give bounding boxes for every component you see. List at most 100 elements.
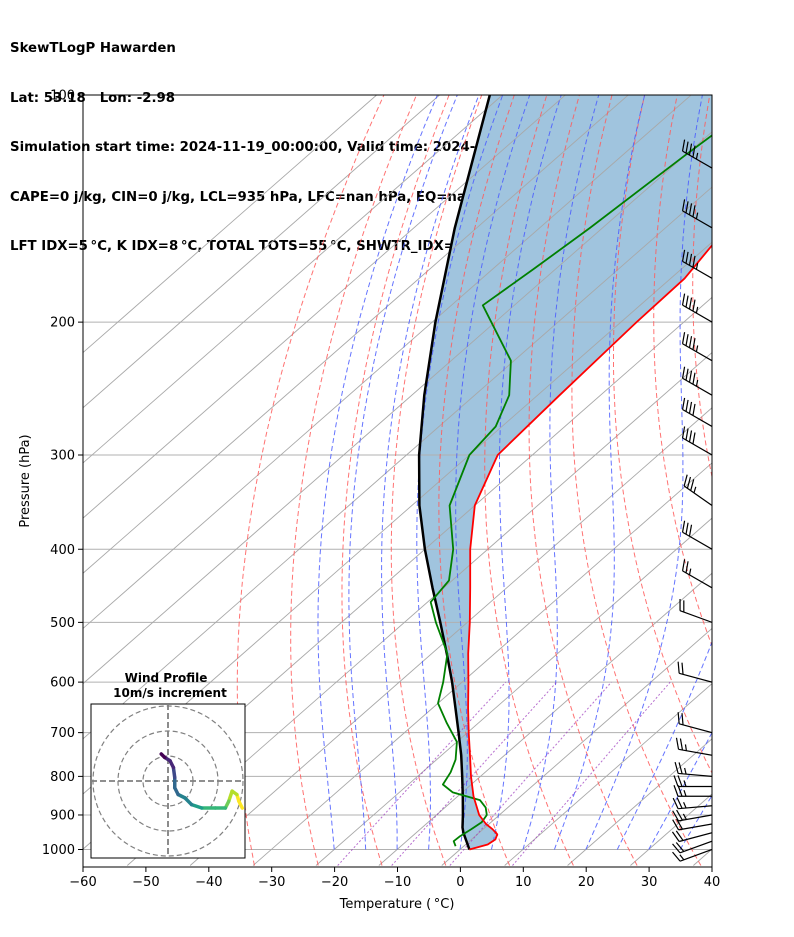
barb-flag (692, 145, 696, 158)
wind-barb (673, 775, 712, 788)
barb-flag (681, 559, 686, 571)
mixing-ratio-2 (391, 681, 558, 866)
moist-adiabat-0 (455, 95, 531, 850)
barb-half (695, 306, 699, 314)
isotherm--10 (378, 572, 712, 866)
isotherm--50 (126, 351, 712, 866)
mixing-ratio-1 (337, 681, 507, 866)
isotherm--80 (83, 186, 712, 740)
barb-flag (688, 253, 693, 266)
barb-flag (685, 201, 689, 213)
wind-barb (681, 397, 712, 427)
barb-flag (692, 372, 696, 385)
barb-flag (673, 775, 679, 787)
barb-flag (678, 762, 683, 774)
barb-staff (682, 260, 712, 279)
barb-flag (673, 785, 679, 797)
x-tick-label: −60 (69, 875, 96, 890)
isotherm--130 (83, 95, 503, 464)
barb-flag (692, 338, 696, 350)
barb-flag (685, 428, 689, 441)
dry-adiabat-330 (653, 95, 712, 648)
hodograph-subtitle: 10m/s increment (113, 686, 227, 700)
dewpoint-profile-line (429, 134, 712, 847)
dry-adiabat-300 (528, 95, 638, 866)
barb-flag (674, 761, 679, 774)
wind-barb (677, 712, 712, 734)
barb-flag (681, 520, 686, 533)
barb-flag (681, 139, 686, 152)
barb-flag (681, 397, 686, 410)
barb-flag (672, 797, 679, 809)
isotherm--30 (252, 462, 712, 866)
barb-staff (682, 150, 712, 169)
wind-barb (672, 848, 712, 862)
barb-staff (683, 485, 712, 506)
barb-flag (685, 334, 689, 346)
barb-flag (688, 297, 693, 310)
hodograph-plot (91, 704, 245, 858)
barb-flag (676, 809, 683, 821)
barb-half (683, 801, 687, 809)
wind-barb (673, 785, 712, 797)
barb-flag (688, 203, 693, 215)
barb-staff (682, 437, 712, 456)
wind-barbs (671, 66, 712, 862)
moist-adiabat--5 (416, 95, 504, 850)
barb-half (679, 854, 685, 861)
x-tick-label: −30 (258, 875, 285, 890)
barb-half (688, 568, 692, 575)
wind-barb (672, 840, 712, 854)
wind-barb (681, 559, 712, 589)
isotherm--150 (83, 95, 377, 354)
barb-staff (682, 304, 712, 323)
isotherm-0 (441, 627, 712, 866)
wind-barb (675, 737, 712, 756)
barb-flag (688, 370, 693, 383)
y-tick-label: 500 (50, 616, 75, 631)
dry-adiabat-320 (613, 95, 712, 775)
y-tick-label: 700 (50, 726, 75, 741)
barb-flag (677, 661, 680, 674)
dry-adiabat-260 (341, 95, 450, 866)
dry-adiabat-360 (768, 95, 794, 866)
y-tick-label: 200 (50, 316, 75, 331)
cin-area (419, 95, 712, 850)
y-tick-label: 300 (50, 448, 75, 463)
barb-staff (682, 210, 712, 229)
wind-barb (681, 332, 712, 362)
y-tick-label: 1000 (42, 843, 75, 858)
barb-half (695, 212, 699, 219)
moist-adiabat-10 (522, 95, 600, 850)
moist-adiabat-20 (585, 95, 703, 850)
dry-adiabat-290 (484, 95, 574, 866)
moist-adiabats (317, 95, 712, 850)
moist-adiabat--15 (348, 95, 458, 850)
mixing-ratio-lines (337, 681, 671, 866)
isotherm--120 (83, 95, 566, 519)
barb-flag (692, 299, 696, 312)
barb-half (683, 780, 687, 787)
barb-flag (685, 522, 689, 535)
x-tick-label: −20 (321, 875, 348, 890)
barb-flag (683, 66, 685, 78)
y-tick-label: 800 (50, 770, 75, 785)
barb-flag (681, 713, 684, 725)
barb-half (683, 790, 687, 797)
barb-staff (679, 723, 712, 734)
barb-staff (679, 672, 712, 683)
barb-staff (678, 823, 712, 831)
barb-flag (672, 843, 681, 854)
barb-flag (672, 851, 681, 862)
barb-flag (685, 251, 689, 264)
barb-flag (685, 399, 689, 412)
dry-adiabat-250 (290, 95, 417, 866)
wind-barb (672, 809, 712, 822)
isotherm--110 (83, 95, 629, 574)
wind-barb (683, 474, 712, 506)
barb-half (695, 379, 699, 387)
wind-barb (683, 66, 712, 96)
wind-barb (674, 761, 712, 777)
dry-adiabat-280 (438, 95, 515, 866)
barb-half (693, 486, 697, 494)
